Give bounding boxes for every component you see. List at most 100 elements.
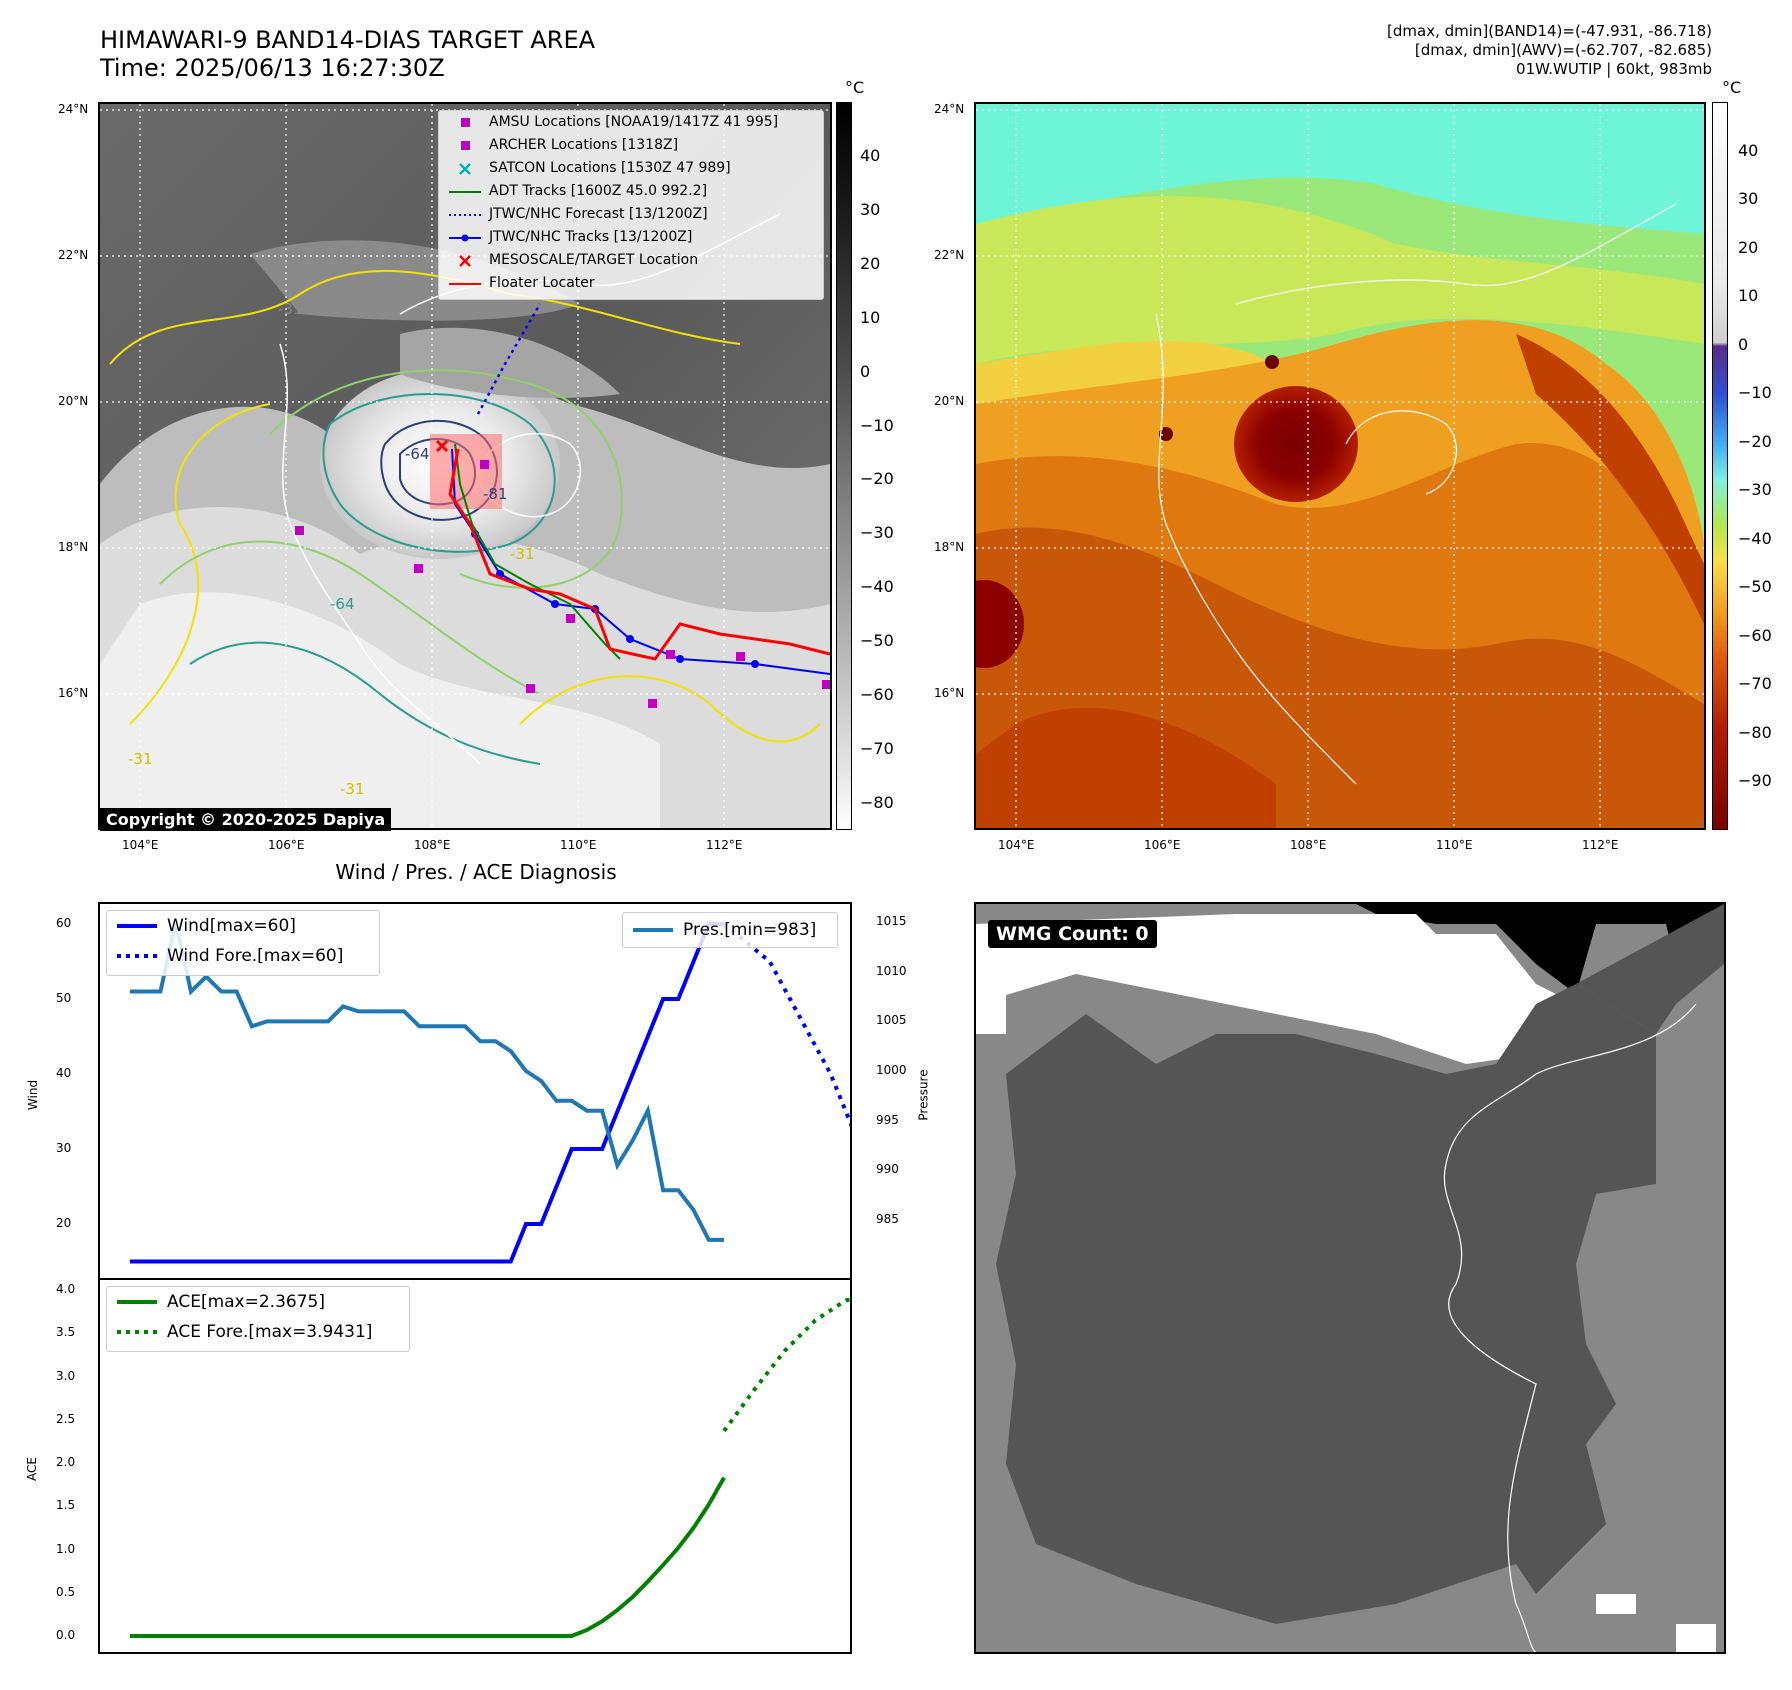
awv-colorbar-tick: −30 — [1738, 480, 1772, 500]
forecast-track — [476, 303, 542, 415]
ace-chart — [98, 1278, 852, 1654]
pressure-tick-label: 990 — [876, 1162, 899, 1177]
lon-tick-label: 112°E — [1582, 838, 1619, 852]
lon-tick-label: 110°E — [560, 838, 597, 852]
legend-entry-label: ARCHER Locations [1318Z] — [489, 137, 679, 153]
awv-colorbar-tick: −90 — [1738, 771, 1772, 791]
lon-tick-label: 112°E — [706, 838, 743, 852]
ir-colorbar-tick: 30 — [860, 199, 881, 219]
contour-label: -64 — [405, 445, 430, 463]
wind-legend: Wind[max=60] Wind Fore.[max=60] — [106, 910, 380, 976]
copyright-label: Copyright © 2020-2025 Dapiya — [100, 808, 392, 831]
title-line-2: Time: 2025/06/13 16:27:30Z — [100, 54, 445, 82]
ace-line — [130, 1476, 726, 1638]
awv-colorbar-tick: 0 — [1738, 334, 1749, 354]
info-line-3: 01W.WUTIP | 60kt, 983mb — [1516, 60, 1712, 78]
ir-colorbar-tick: −70 — [860, 739, 894, 759]
awv-colorbar-tick: −20 — [1738, 431, 1772, 451]
legend-entry-label: JTWC/NHC Forecast [13/1200Z] — [489, 206, 708, 222]
ace-forecast-line — [722, 1297, 850, 1433]
awv-colorbar-tick: −80 — [1738, 722, 1772, 742]
legend-pres-label: Pres.[min=983] — [683, 920, 817, 940]
awv-map-panel — [974, 102, 1706, 830]
legend-entry: AMSU Locations [NOAA19/1417Z 41 995] — [439, 111, 823, 134]
ace-plot — [130, 1297, 850, 1638]
ir-colorbar-tick: −80 — [860, 793, 894, 813]
awv-colorbar-tick: −70 — [1738, 674, 1772, 694]
legend-entry-label: SATCON Locations [1530Z 47 989] — [489, 160, 731, 176]
legend-wind-label: Wind[max=60] — [167, 916, 296, 936]
awv-cold-core — [1234, 386, 1358, 502]
wind-tick-label: 40 — [56, 1066, 72, 1080]
contour-label: -64 — [330, 595, 355, 613]
awv-colorbar-tick: 30 — [1738, 189, 1759, 209]
ir-legend: AMSU Locations [NOAA19/1417Z 41 995] ARCH… — [438, 110, 824, 300]
contour-label: -31 — [278, 300, 303, 318]
contour-label: -81 — [483, 485, 508, 503]
legend-symbol-icon — [461, 141, 470, 150]
ace-tick-label: 3.5 — [56, 1325, 76, 1340]
pressure-axis-label: Pressure — [916, 1069, 931, 1121]
target-x-marker — [435, 439, 449, 453]
awv-colorbar-tick: 20 — [1738, 237, 1759, 257]
awv-colorbar-tick: −50 — [1738, 577, 1772, 597]
ir-colorbar-tick: 0 — [860, 361, 871, 381]
ir-colorbar-tick: 10 — [860, 307, 881, 327]
ace-tick-label: 4.0 — [56, 1282, 76, 1296]
ir-colorbar-unit: °C — [845, 78, 865, 97]
awv-colorbar-tick: −60 — [1738, 625, 1772, 645]
title-line-1: HIMAWARI-9 BAND14-DIAS TARGET AREA — [100, 26, 596, 54]
pressure-tick-label: 995 — [876, 1112, 899, 1127]
ace-legend: ACE[max=2.3675] ACE Fore.[max=3.9431] — [106, 1286, 410, 1352]
awv-gridlines — [976, 104, 1704, 828]
ir-colorbar — [836, 102, 852, 830]
legend-symbol-icon — [459, 255, 471, 267]
ir-colorbar-tick: −60 — [860, 685, 894, 705]
contour-label: -31 — [340, 780, 365, 798]
lat-tick-label: 20°N — [58, 394, 89, 408]
ir-map-panel: -31 -64 -81 -31 -64 -31 -31 — [98, 102, 832, 830]
ir-colorbar-tick: −40 — [860, 577, 894, 597]
ace-tick-label: 1.5 — [56, 1498, 76, 1513]
ir-colorbar-tick: −10 — [860, 415, 894, 435]
legend-entry: JTWC/NHC Tracks [13/1200Z] — [439, 226, 823, 249]
lon-tick-label: 108°E — [1290, 838, 1327, 852]
contour-label: -31 — [510, 545, 535, 563]
legend-symbol-icon — [449, 234, 481, 242]
legend-entry-label: ADT Tracks [1600Z 45.0 992.2] — [489, 183, 708, 199]
legend-symbol-icon — [449, 191, 481, 193]
wmg-panel — [974, 902, 1726, 1654]
wmg-image — [976, 904, 1724, 1652]
awv-colorbar-unit: °C — [1722, 78, 1742, 97]
ace-tick-label: 2.0 — [56, 1455, 76, 1469]
awv-colorbar — [1712, 102, 1728, 830]
legend-symbol-icon — [449, 214, 481, 216]
wind-axis-label: Wind — [26, 1079, 41, 1111]
pressure-tick-label: 985 — [876, 1212, 899, 1226]
wind-forecast-line — [722, 922, 850, 1128]
ace-tick-label: 2.5 — [56, 1411, 76, 1426]
legend-entry: ARCHER Locations [1318Z] — [439, 134, 823, 157]
awv-colorbar-tick: 10 — [1738, 286, 1759, 306]
lat-tick-label: 20°N — [934, 394, 965, 408]
ir-colorbar-tick: 20 — [860, 253, 881, 273]
ace-tick-label: 3.0 — [56, 1368, 76, 1383]
ir-colorbar-tick: −50 — [860, 631, 894, 651]
ir-colorbar-tick: −30 — [860, 523, 894, 543]
lon-tick-label: 108°E — [414, 838, 451, 852]
lat-tick-label: 18°N — [58, 540, 89, 554]
lon-tick-label: 106°E — [1144, 838, 1181, 852]
contour-label: -31 — [128, 750, 153, 768]
ace-tick-label: 0.0 — [56, 1628, 76, 1642]
legend-symbol-icon — [461, 118, 470, 127]
ir-colorbar-tick: 40 — [860, 145, 881, 165]
legend-entry-label: AMSU Locations [NOAA19/1417Z 41 995] — [489, 114, 779, 130]
legend-symbol-icon — [459, 163, 471, 175]
wind-tick-label: 30 — [56, 1141, 72, 1155]
lat-tick-label: 24°N — [58, 102, 89, 116]
legend-entry: Floater Locater — [439, 272, 823, 295]
pressure-tick-label: 1010 — [876, 963, 907, 978]
awv-map-image — [976, 104, 1704, 828]
lat-tick-label: 16°N — [58, 686, 89, 700]
legend-symbol-icon — [449, 283, 481, 285]
